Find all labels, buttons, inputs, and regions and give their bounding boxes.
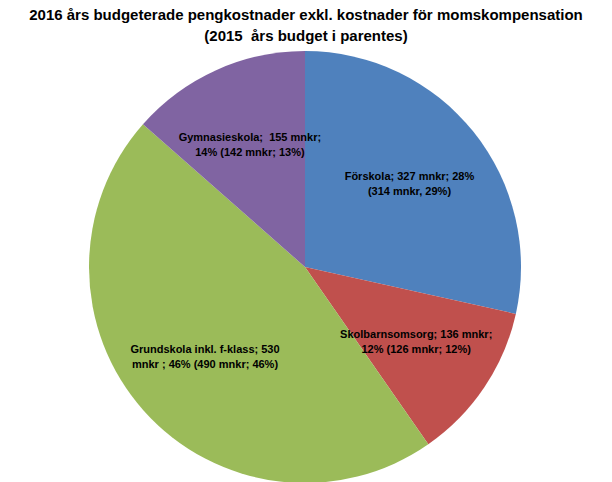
svg-text:Skolbarnsomsorg; 136 mnkr;12%: Skolbarnsomsorg; 136 mnkr;12% (126 mnkr;… xyxy=(340,328,492,355)
svg-text:Förskola; 327 mnkr; 28%(314 mn: Förskola; 327 mnkr; 28%(314 mnkr, 29%) xyxy=(345,170,475,197)
html-text:(2015 års budget i parentes): (2015 års budget i parentes) xyxy=(204,27,408,44)
svg-text:Grundskola inkl. f-klass; 530m: Grundskola inkl. f-klass; 530mnkr ; 46% … xyxy=(130,343,279,370)
svg-text:Gymnasieskola; 155 mnkr;14% (: Gymnasieskola; 155 mnkr;14% (142 mnkr; 1… xyxy=(179,131,321,158)
html-text:2016 års budgeterade pengkostn: 2016 års budgeterade pengkostnader exkl.… xyxy=(29,6,583,23)
